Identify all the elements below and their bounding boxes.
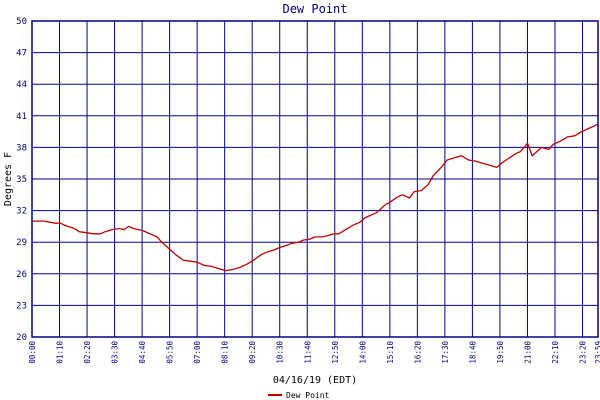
chart-title: Dew Point — [282, 2, 347, 16]
y-tick-label: 44 — [16, 80, 27, 90]
x-tick-label: 10:30 — [276, 341, 285, 364]
y-tick-label: 38 — [16, 143, 27, 153]
x-axis-label: 04/16/19 (EDT) — [273, 375, 357, 386]
legend-label: Dew Point — [286, 391, 330, 400]
series-line-group — [32, 123, 599, 272]
legend: Dew Point — [268, 391, 330, 400]
plot-frame — [31, 20, 599, 338]
dew-point-series-line — [32, 123, 599, 272]
x-tick-label: 16:20 — [413, 341, 422, 364]
x-tick-label: 21:00 — [523, 341, 532, 364]
y-tick-label: 26 — [16, 270, 27, 280]
x-tick-label: 01:10 — [56, 341, 65, 364]
y-tick-label: 20 — [16, 333, 27, 343]
x-tick-label: 15:10 — [386, 341, 395, 364]
y-tick-label: 23 — [16, 301, 27, 311]
x-tick-label: 04:40 — [138, 341, 147, 364]
y-tick-label: 50 — [16, 17, 27, 27]
x-tick-label: 17:30 — [441, 341, 450, 364]
x-tick-label: 23:20 — [579, 341, 588, 364]
x-tick-label: 02:20 — [83, 341, 92, 364]
x-tick-label: 05:50 — [166, 341, 175, 364]
y-tick-label: 32 — [16, 207, 27, 217]
y-tick-label: 47 — [16, 49, 27, 59]
x-tick-label: 08:10 — [221, 341, 230, 364]
x-tick-label: 11:40 — [303, 341, 312, 364]
y-axis-label: Degrees F — [3, 152, 14, 206]
x-tick-label: 07:00 — [193, 341, 202, 364]
x-tick-label: 09:20 — [248, 341, 257, 364]
x-tick-label: 14:00 — [358, 341, 367, 364]
y-tick-labels: 20 23 26 29 32 35 38 41 44 47 50 — [16, 17, 27, 343]
x-tick-label: 00:00 — [28, 341, 37, 364]
y-tick-label: 29 — [16, 238, 27, 248]
x-tick-label: 18:40 — [468, 341, 477, 364]
x-tick-label: 12:50 — [331, 341, 340, 364]
x-tick-label: 19:50 — [496, 341, 505, 364]
x-tick-label: 22:10 — [551, 341, 560, 364]
y-tick-label: 35 — [16, 175, 27, 185]
x-tick-labels: 00:00 01:10 02:20 03:30 04:40 05:50 07:00 08:10… — [28, 341, 600, 364]
y-tick-label: 41 — [16, 112, 27, 122]
gridlines — [31, 20, 599, 338]
x-tick-label: 23:59 — [594, 341, 600, 364]
x-tick-label: 03:30 — [111, 341, 120, 364]
